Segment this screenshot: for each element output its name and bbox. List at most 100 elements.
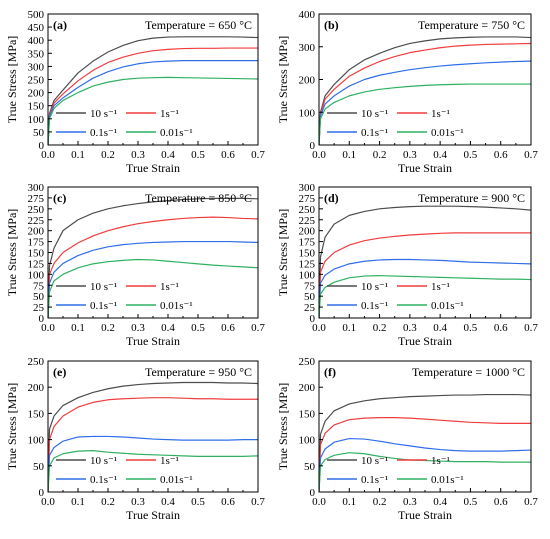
x-tick-label: 0.1: [342, 149, 356, 161]
y-tick-label: 50: [33, 461, 45, 473]
y-tick-label: 175: [299, 237, 316, 249]
x-tick-label: 0.3: [403, 149, 417, 161]
series-line: [319, 232, 531, 318]
y-tick-label: 250: [28, 204, 45, 216]
x-tick-label: 0.5: [191, 149, 205, 161]
y-tick-label: 100: [28, 114, 45, 126]
temperature-annotation: Temperature = 850 °C: [145, 191, 252, 205]
y-tick-label: 500: [28, 9, 45, 21]
x-tick-label: 0.1: [71, 496, 85, 508]
panel-label: (b): [324, 18, 339, 32]
y-tick-label: 0: [39, 313, 45, 325]
x-tick-label: 0.0: [41, 149, 55, 161]
y-tick-label: 125: [299, 258, 316, 270]
y-tick-label: 75: [304, 280, 316, 292]
x-tick-label: 0.2: [373, 149, 387, 161]
y-tick-label: 250: [28, 356, 45, 368]
series-line: [319, 393, 531, 492]
x-tick-label: 0.7: [251, 149, 265, 161]
y-tick-label: 350: [28, 48, 45, 60]
x-tick-label: 0.4: [161, 149, 175, 161]
legend-label: 1s⁻¹: [160, 108, 179, 120]
x-tick-label: 0.0: [312, 496, 326, 508]
legend-label: 1s⁻¹: [431, 455, 450, 467]
y-tick-label: 125: [28, 258, 45, 270]
x-tick-label: 0.4: [161, 496, 175, 508]
x-tick-label: 0.1: [71, 322, 85, 334]
x-tick-label: 0.5: [464, 149, 478, 161]
x-tick-label: 0.6: [221, 496, 235, 508]
legend-label: 0.1s⁻¹: [90, 300, 117, 312]
y-tick-label: 150: [299, 408, 316, 420]
y-tick-label: 250: [299, 204, 316, 216]
legend-label: 0.01s⁻¹: [160, 474, 193, 486]
y-tick-label: 50: [33, 291, 45, 303]
series-line: [319, 275, 531, 318]
series-line: [319, 452, 531, 492]
legend-label: 0.1s⁻¹: [90, 474, 117, 486]
series-line: [48, 197, 258, 318]
chart-panel: 0.0 0.1 0.2 0.3 0.4 0.5 0.6 0.7 0255075100125150…: [276, 182, 538, 348]
legend-label: 0.1s⁻¹: [361, 127, 388, 139]
y-tick-label: 100: [299, 107, 316, 119]
y-tick-label: 300: [28, 182, 45, 194]
x-tick-label: 0.2: [373, 322, 387, 334]
x-tick-label: 0.3: [131, 496, 145, 508]
series-line: [319, 36, 531, 145]
x-tick-label: 0.1: [342, 322, 356, 334]
legend-label: 1s⁻¹: [160, 281, 179, 293]
y-tick-label: 400: [28, 35, 45, 47]
plot-frame: [318, 13, 532, 146]
legend-label: 0.01s⁻¹: [431, 300, 464, 312]
y-tick-label: 150: [299, 248, 316, 260]
legend-label: 0.01s⁻¹: [160, 127, 193, 139]
series-line: [48, 47, 258, 145]
y-tick-label: 0: [310, 313, 316, 325]
series-line: [48, 397, 258, 492]
y-tick-label: 200: [299, 382, 316, 394]
x-axis-label: True Strain: [398, 334, 452, 348]
temperature-annotation: Temperature = 1000 °C: [412, 365, 525, 379]
legend-label: 10 s⁻¹: [90, 108, 117, 120]
x-tick-label: 0.4: [161, 322, 175, 334]
temperature-annotation: Temperature = 900 °C: [418, 191, 525, 205]
y-tick-label: 200: [299, 75, 316, 87]
legend-label: 10 s⁻¹: [361, 281, 388, 293]
x-tick-label: 0.4: [433, 322, 447, 334]
y-tick-label: 450: [28, 22, 45, 34]
chart-panel: 0.0 0.1 0.2 0.3 0.4 0.5 0.6 0.7 0 50 100 150 200 250 T…: [276, 356, 538, 522]
y-tick-label: 50: [304, 461, 316, 473]
y-tick-label: 150: [28, 101, 45, 113]
panel-label: (c): [53, 191, 66, 205]
x-tick-label: 0.3: [403, 322, 417, 334]
x-axis-label: True Strain: [398, 508, 452, 522]
y-tick-label: 100: [28, 269, 45, 281]
x-tick-label: 0.5: [464, 322, 478, 334]
x-tick-label: 0.0: [312, 149, 326, 161]
x-tick-label: 0.5: [191, 322, 205, 334]
chart-panel: 0.0 0.1 0.2 0.3 0.4 0.5 0.6 0.7 0 50 100 150 200 250 T…: [5, 356, 265, 522]
series-line: [319, 437, 531, 492]
series-line: [48, 435, 258, 492]
x-axis-label: True Strain: [126, 508, 180, 522]
x-tick-label: 0.7: [524, 322, 538, 334]
y-tick-label: 275: [299, 193, 316, 205]
y-tick-label: 0: [39, 140, 45, 152]
x-tick-label: 0.7: [524, 149, 538, 161]
chart-panel: 0.0 0.1 0.2 0.3 0.4 0.5 0.6 0.7 0255075100125150…: [5, 182, 265, 348]
y-tick-label: 150: [28, 248, 45, 260]
x-tick-label: 0.2: [101, 496, 115, 508]
series-line: [319, 205, 531, 318]
y-axis-label: True Stress [MPa]: [276, 209, 290, 297]
x-tick-label: 0.0: [312, 322, 326, 334]
y-tick-label: 300: [299, 42, 316, 54]
temperature-annotation: Temperature = 950 °C: [145, 365, 252, 379]
x-tick-label: 0.6: [221, 322, 235, 334]
x-tick-label: 0.7: [251, 496, 265, 508]
x-tick-label: 0.1: [342, 496, 356, 508]
series-line: [48, 216, 258, 318]
x-tick-label: 0.6: [494, 322, 508, 334]
legend-label: 0.01s⁻¹: [431, 127, 464, 139]
y-tick-label: 200: [28, 226, 45, 238]
